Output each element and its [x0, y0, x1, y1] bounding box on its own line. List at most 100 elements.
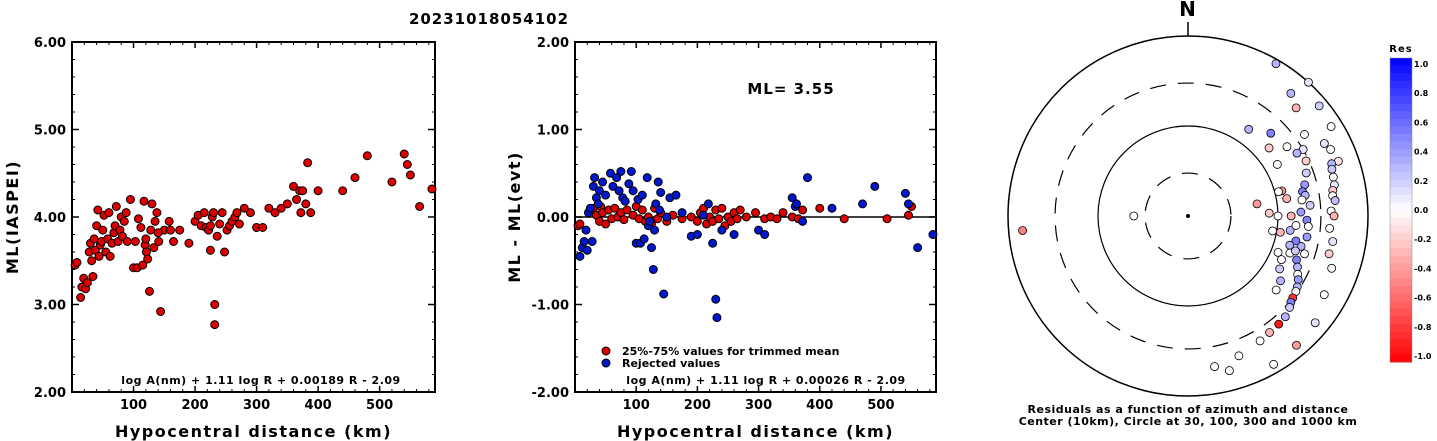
ml-point — [205, 245, 215, 255]
polar-point — [1291, 236, 1301, 246]
event-ml-label: ML= 3.55 — [747, 80, 834, 98]
colorbar-tick-label: -0.4 — [1414, 264, 1432, 273]
rejected-point — [598, 177, 608, 187]
ml-point — [154, 237, 164, 246]
ml-point — [122, 237, 132, 246]
ml-point — [145, 286, 155, 296]
polar-point — [1271, 285, 1281, 295]
y-tick-label: -2.00 — [532, 386, 569, 401]
polar-residual-plot: N Residuals as a function of azimuth and… — [1007, 0, 1432, 428]
ml-point — [205, 221, 215, 231]
ml-formula: log A(nm) + 1.11 log R + 0.00189 R - 2.0… — [121, 374, 400, 387]
ml-point — [156, 307, 166, 316]
polar-point — [1326, 122, 1336, 131]
colorbar-segment — [1390, 331, 1412, 340]
rejected-point — [582, 245, 592, 255]
residual-vs-distance-chart: 100 200 300 400 500 -2.00 -1.00 0.00 1.00 2.00 ML… — [505, 36, 938, 441]
ml-point — [175, 225, 185, 235]
polar-point — [1252, 199, 1262, 209]
polar-point — [1291, 246, 1300, 256]
colorbar-tick-label: -0.6 — [1414, 294, 1432, 303]
colorbar-segment — [1390, 202, 1412, 211]
polar-point — [1268, 226, 1277, 236]
ml-point — [111, 202, 121, 211]
polar-caption: Residuals as a function of azimuth and d… — [1028, 403, 1349, 416]
y-tick-label: 3.00 — [34, 299, 66, 314]
polar-caption-distances: Center (10km), Circle at 30, 100, 300 an… — [1019, 415, 1358, 428]
polar-point — [1300, 130, 1309, 139]
y-tick-label: 6.00 — [34, 36, 66, 51]
polar-point — [1302, 232, 1312, 242]
rejected-point — [612, 173, 622, 183]
y-axis-label: ML(IASPEI) — [3, 160, 22, 274]
rejected-point — [791, 199, 801, 209]
colorbar-tick-label: 0.0 — [1414, 206, 1429, 215]
ml-point — [387, 177, 397, 187]
ml-point — [215, 219, 225, 229]
y-tick-label: 1.00 — [537, 124, 569, 139]
polar-point — [1264, 143, 1274, 153]
colorbar-segment — [1390, 194, 1412, 203]
ml-point — [136, 223, 146, 232]
ml-point — [399, 149, 409, 159]
polar-point — [1297, 195, 1307, 205]
colorbar-segment — [1390, 118, 1412, 127]
polar-point — [1310, 318, 1320, 328]
colorbar-segment — [1390, 240, 1412, 249]
polar-point — [1300, 249, 1309, 259]
polar-point — [1210, 362, 1219, 371]
ml-point — [245, 208, 255, 218]
accepted-point — [882, 214, 892, 224]
colorbar-segment — [1390, 217, 1412, 226]
ml-point — [104, 208, 114, 218]
rejected-point — [659, 289, 669, 299]
rejected-point — [656, 188, 666, 197]
accepted-point — [798, 205, 808, 215]
ml-point — [292, 195, 302, 204]
polar-point — [1303, 222, 1313, 231]
colorbar-segment — [1390, 172, 1412, 181]
polar-point — [1225, 366, 1234, 375]
y-tick-label: 0.00 — [537, 211, 569, 226]
rejected-point — [754, 225, 764, 235]
ml-point — [239, 203, 249, 213]
rejected-point — [698, 210, 708, 220]
ml-point — [149, 243, 159, 253]
rejected-point — [628, 186, 638, 196]
rejected-point — [648, 265, 658, 274]
ml-point — [415, 202, 425, 211]
ml-point — [232, 208, 242, 218]
rejected-point — [650, 225, 660, 235]
polar-point — [1327, 164, 1337, 174]
ml-point — [150, 216, 160, 226]
ml-point — [282, 199, 292, 209]
accepted-point — [575, 219, 585, 229]
legend-label-accepted: 25%-75% values for trimmed mean — [622, 345, 839, 358]
residual-colorbar: Res 1.0 0.8 0.6 0.4 0.2 0.0 -0.2 -0.4 -0.6 -0.8 -1… — [1389, 44, 1432, 363]
ml-point — [147, 199, 157, 209]
polar-point — [1275, 227, 1285, 237]
ml-point — [234, 219, 244, 229]
polar-point — [1293, 275, 1303, 285]
ml-point — [306, 208, 316, 218]
accepted-point — [772, 214, 782, 224]
polar-point — [1292, 255, 1301, 265]
ml-point — [153, 228, 163, 238]
ml-point — [169, 237, 179, 246]
ml-point — [217, 208, 227, 218]
rejected-point — [626, 167, 636, 176]
rejected-point — [637, 190, 647, 200]
rejected-point — [601, 190, 611, 200]
colorbar-tick-label: 0.6 — [1414, 118, 1429, 127]
ml-point — [141, 234, 151, 244]
ml-point — [296, 208, 306, 218]
polar-point — [1266, 128, 1276, 138]
polar-point — [1319, 290, 1329, 300]
accepted-point — [735, 205, 745, 215]
ml-point — [88, 272, 98, 281]
accepted-point — [778, 208, 788, 218]
accepted-point — [717, 203, 727, 213]
polar-point — [1329, 211, 1339, 221]
rejected-point — [671, 190, 681, 200]
ml-point — [92, 221, 102, 231]
